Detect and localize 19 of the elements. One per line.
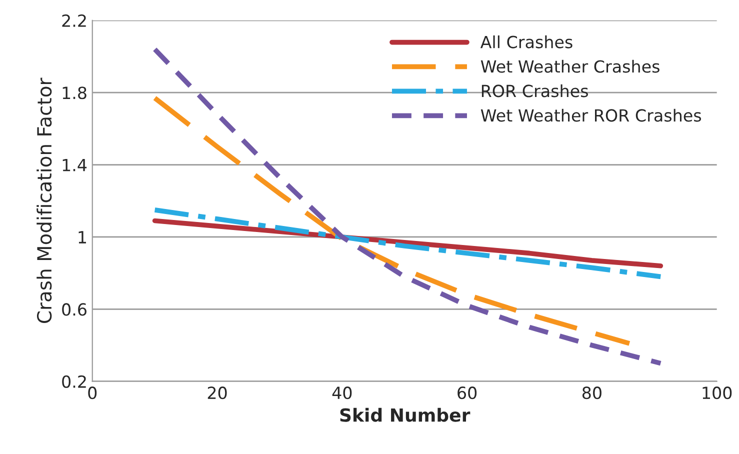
x-tick-label: 0 bbox=[88, 386, 97, 400]
y-tick-label: 2.2 bbox=[62, 14, 86, 27]
x-tick-label: 100 bbox=[702, 386, 732, 400]
legend-label: Wet Weather Crashes bbox=[480, 60, 660, 73]
y-tick-label: 1.4 bbox=[62, 158, 87, 172]
legend-label: Wet Weather ROR Crashes bbox=[480, 108, 702, 122]
y-axis-title: Crash Modification Factor bbox=[36, 78, 52, 323]
x-tick-label: 60 bbox=[458, 386, 477, 400]
y-tick-label: 0.2 bbox=[62, 375, 86, 388]
y-tick-label: 0.6 bbox=[62, 303, 86, 316]
x-tick-label: 40 bbox=[332, 386, 352, 400]
x-tick-label: 20 bbox=[208, 386, 227, 400]
x-tick-label: 80 bbox=[582, 386, 602, 400]
legend-label: ROR Crashes bbox=[482, 84, 588, 98]
y-tick-label: 1 bbox=[78, 231, 86, 244]
y-tick-label: 1.8 bbox=[62, 86, 86, 100]
legend-label: All Crashes bbox=[480, 35, 572, 48]
line-series bbox=[152, 96, 632, 346]
x-axis-title: Skid Number bbox=[340, 408, 470, 422]
